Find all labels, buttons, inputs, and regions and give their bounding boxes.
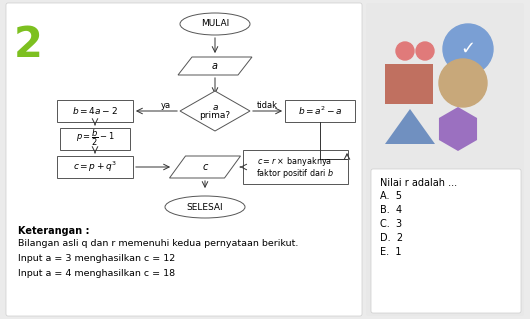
Polygon shape	[385, 109, 435, 144]
Text: Nilai r adalah ...: Nilai r adalah ...	[380, 178, 457, 188]
Circle shape	[439, 59, 487, 107]
Text: $c = r \times$ banyaknya: $c = r \times$ banyaknya	[258, 154, 333, 167]
FancyBboxPatch shape	[385, 64, 433, 104]
FancyBboxPatch shape	[57, 100, 133, 122]
Polygon shape	[180, 91, 250, 131]
Ellipse shape	[165, 196, 245, 218]
Polygon shape	[170, 156, 241, 178]
FancyBboxPatch shape	[243, 150, 348, 184]
Text: Input a = 4 menghasilkan c = 18: Input a = 4 menghasilkan c = 18	[18, 269, 175, 278]
Ellipse shape	[180, 13, 250, 35]
Text: tidak: tidak	[257, 101, 278, 110]
Text: A.  5: A. 5	[380, 191, 402, 201]
Text: prima?: prima?	[199, 112, 231, 121]
Text: D.  2: D. 2	[380, 233, 403, 243]
Text: SELESAI: SELESAI	[187, 203, 223, 211]
Text: faktor positif dari $b$: faktor positif dari $b$	[256, 167, 334, 180]
Text: ya: ya	[161, 101, 171, 110]
Text: Input a = 3 menghasilkan c = 12: Input a = 3 menghasilkan c = 12	[18, 254, 175, 263]
FancyBboxPatch shape	[6, 3, 362, 316]
Text: Keterangan :: Keterangan :	[18, 226, 90, 236]
Circle shape	[396, 42, 414, 60]
Text: $p = \dfrac{b}{2} - 1$: $p = \dfrac{b}{2} - 1$	[76, 128, 114, 148]
Polygon shape	[439, 107, 477, 151]
Text: $b = a^2 - a$: $b = a^2 - a$	[297, 105, 342, 117]
Text: MULAI: MULAI	[201, 19, 229, 28]
FancyBboxPatch shape	[285, 100, 355, 122]
FancyBboxPatch shape	[60, 128, 130, 150]
Text: a: a	[212, 102, 218, 112]
FancyBboxPatch shape	[57, 156, 133, 178]
Circle shape	[416, 42, 434, 60]
Text: a: a	[212, 61, 218, 71]
Text: C.  3: C. 3	[380, 219, 402, 229]
Text: E.  1: E. 1	[380, 247, 402, 257]
Text: $c = p + q^3$: $c = p + q^3$	[73, 160, 117, 174]
Polygon shape	[178, 57, 252, 75]
Text: c: c	[202, 162, 208, 172]
FancyBboxPatch shape	[366, 3, 524, 316]
Text: $b = 4a - 2$: $b = 4a - 2$	[72, 106, 118, 116]
Circle shape	[443, 24, 493, 74]
Text: 2: 2	[14, 24, 43, 66]
Text: B.  4: B. 4	[380, 205, 402, 215]
Text: ✓: ✓	[461, 40, 475, 58]
FancyBboxPatch shape	[371, 169, 521, 313]
Text: Bilangan asli q dan r memenuhi kedua pernyataan berikut.: Bilangan asli q dan r memenuhi kedua per…	[18, 239, 298, 248]
